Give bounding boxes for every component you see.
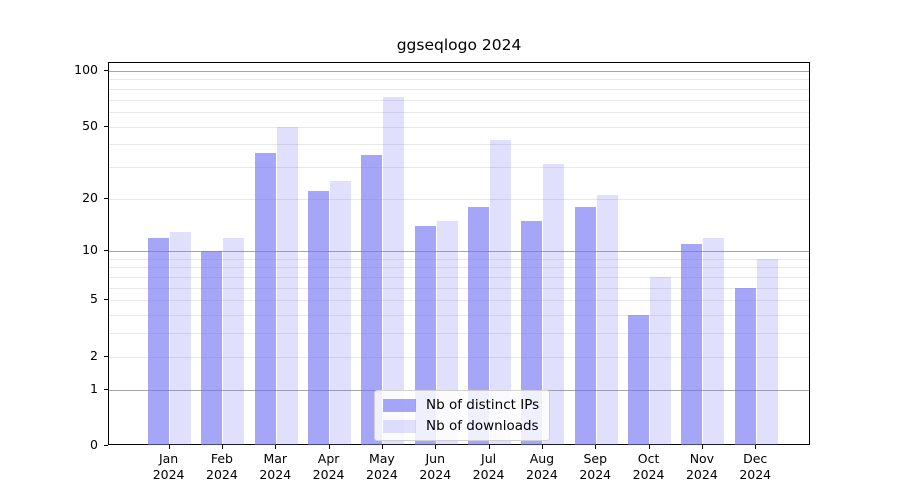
bar-nb-of-downloads-dec	[756, 258, 778, 445]
bar-nb-of-distinct-ips-jul	[468, 206, 490, 445]
minor-gridline	[109, 166, 809, 168]
bar-nb-of-downloads-sep	[596, 194, 618, 445]
legend-label: Nb of distinct IPs	[426, 397, 540, 413]
minor-gridline	[109, 198, 809, 200]
x-tick-label: Jan 2024	[152, 451, 185, 482]
legend-label: Nb of downloads	[426, 418, 539, 434]
legend-item: Nb of distinct IPs	[383, 397, 539, 413]
x-tick-label: Oct 2024	[632, 451, 665, 482]
x-tick-mark	[328, 445, 330, 449]
major-gridline	[109, 251, 809, 253]
x-tick-label: May 2024	[366, 451, 398, 482]
y-tick-label: 1	[90, 380, 98, 396]
x-tick-label: Aug 2024	[526, 451, 558, 482]
minor-gridline	[109, 300, 809, 302]
y-tick-label: 50	[82, 117, 98, 133]
bar-nb-of-downloads-jan	[170, 231, 192, 445]
x-tick-mark	[648, 445, 650, 449]
legend-item: Nb of downloads	[383, 418, 539, 434]
y-tick-label: 0	[90, 437, 98, 452]
bar-nb-of-distinct-ips-nov	[681, 244, 703, 445]
bar-nb-of-downloads-mar	[276, 126, 298, 445]
bar-nb-of-distinct-ips-jan	[148, 237, 170, 445]
x-tick-label: Sep 2024	[579, 451, 612, 482]
bar-nb-of-distinct-ips-oct	[628, 315, 650, 445]
bar-nb-of-distinct-ips-mar	[254, 152, 276, 445]
bar-nb-of-downloads-aug	[543, 164, 565, 445]
x-tick-label: Nov 2024	[685, 451, 718, 482]
y-tick-mark	[104, 355, 108, 357]
x-tick-mark	[488, 445, 490, 449]
bar-nb-of-distinct-ips-dec	[734, 287, 756, 445]
bar-nb-of-distinct-ips-sep	[574, 206, 596, 445]
y-tick-mark	[104, 250, 108, 252]
bar-nb-of-distinct-ips-apr	[308, 191, 330, 445]
x-tick-label: Mar 2024	[259, 451, 292, 482]
minor-gridline	[109, 315, 809, 317]
y-tick-label: 2	[90, 347, 98, 363]
major-gridline	[109, 71, 809, 72]
legend: Nb of distinct IPs Nb of downloads	[374, 390, 551, 441]
bar-nb-of-distinct-ips-feb	[201, 251, 223, 445]
x-tick-mark	[381, 445, 383, 449]
bar-nb-of-downloads-nov	[703, 237, 725, 445]
x-tick-label: Jul 2024	[472, 451, 505, 482]
y-tick-label: 20	[82, 189, 98, 205]
y-tick-mark	[104, 197, 108, 199]
y-tick-label: 5	[90, 291, 98, 307]
minor-gridline	[109, 126, 809, 128]
bar-nb-of-downloads-oct	[650, 277, 672, 445]
bar-nb-of-downloads-may	[383, 97, 405, 445]
minor-gridline	[109, 111, 809, 113]
y-tick-mark	[104, 125, 108, 127]
minor-gridline	[109, 258, 809, 260]
y-tick-mark	[104, 445, 108, 446]
minor-gridline	[109, 287, 809, 289]
x-tick-mark	[275, 445, 277, 449]
minor-gridline	[109, 88, 809, 90]
bar-nb-of-downloads-apr	[330, 181, 352, 445]
bar-nb-of-distinct-ips-may	[361, 154, 383, 445]
minor-gridline	[109, 277, 809, 279]
x-tick-mark	[595, 445, 597, 449]
plot-area	[108, 62, 810, 445]
y-tick-label: 10	[82, 242, 98, 258]
x-tick-label: Dec 2024	[739, 451, 772, 482]
minor-gridline	[109, 333, 809, 335]
y-tick-mark	[104, 388, 108, 390]
x-tick-label: Jun 2024	[419, 451, 452, 482]
bar-nb-of-downloads-jun	[436, 220, 458, 445]
x-tick-mark	[755, 445, 757, 449]
minor-gridline	[109, 356, 809, 358]
legend-swatch-nb-of-downloads	[383, 419, 416, 433]
x-tick-mark	[221, 445, 223, 449]
chart-title: ggseqlogo 2024	[396, 36, 522, 54]
bar-nb-of-downloads-feb	[223, 237, 245, 445]
bar-nb-of-distinct-ips-aug	[521, 220, 543, 445]
legend-swatch-nb-of-distinct-ips	[383, 398, 416, 412]
x-tick-label: Feb 2024	[206, 451, 238, 482]
x-tick-mark	[541, 445, 543, 449]
x-tick-mark	[701, 445, 703, 449]
y-tick-mark	[104, 70, 108, 71]
y-tick-label: 100	[74, 62, 98, 77]
minor-gridline	[109, 267, 809, 269]
x-tick-mark	[435, 445, 437, 449]
minor-gridline	[109, 144, 809, 146]
x-tick-mark	[168, 445, 170, 449]
minor-gridline	[109, 79, 809, 81]
bar-nb-of-downloads-jul	[490, 140, 512, 445]
minor-gridline	[109, 99, 809, 101]
y-tick-mark	[104, 299, 108, 301]
x-tick-label: Apr 2024	[312, 451, 345, 482]
